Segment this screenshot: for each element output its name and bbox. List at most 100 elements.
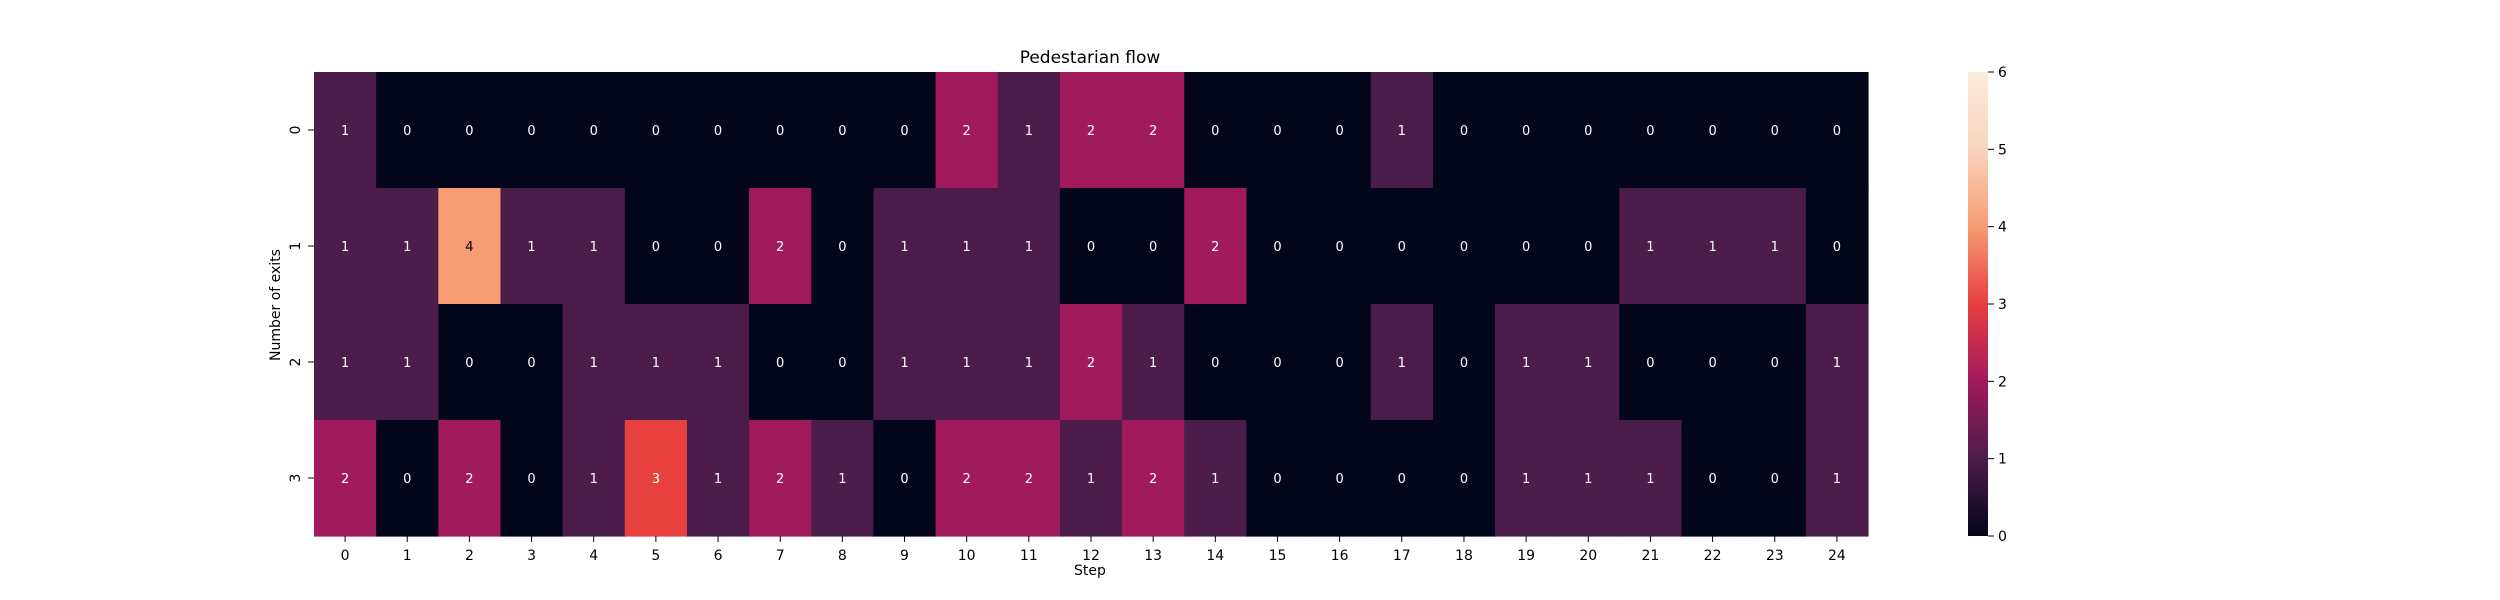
heatmap-cell	[935, 304, 999, 421]
y-axis-label: Number of exits	[268, 249, 284, 361]
cell-value: 0	[1335, 356, 1343, 371]
heatmap-cell	[562, 420, 626, 537]
heatmap-cell	[873, 304, 937, 421]
cell-annotations: 1 0 0 0 0 0 0 0 0 0 2 1 2 2 0 0 0 1 0 0 0 0 0 0 0 1 1 4 1 1 0 0 2 0 1 1 1 0 0 2…	[341, 124, 1841, 487]
cell-value: 1	[1771, 240, 1779, 255]
cell-value: 1	[1087, 472, 1095, 487]
colorbar-tick-label: 4	[1998, 220, 2007, 236]
heatmap-cell	[1308, 72, 1372, 189]
heatmap-cell	[624, 304, 688, 421]
cell-value: 0	[465, 356, 473, 371]
heatmap-cell	[624, 188, 688, 305]
y-axis: 0 1 2 3	[288, 126, 314, 482]
heatmap-cell	[1184, 304, 1247, 421]
cell-value: 1	[714, 472, 722, 487]
heatmap-cell	[749, 304, 812, 421]
cell-value: 0	[1522, 124, 1530, 139]
heatmap-cell	[1681, 304, 1745, 421]
x-tick-label: 0	[341, 548, 350, 564]
x-tick-label: 11	[1020, 548, 1038, 564]
cell-value: 0	[1771, 124, 1779, 139]
cell-value: 0	[1273, 240, 1281, 255]
cell-value: 1	[963, 356, 971, 371]
heatmap-cell	[1557, 304, 1620, 421]
cell-value: 0	[1398, 472, 1406, 487]
heatmap-cell	[686, 72, 750, 189]
heatmap-cell	[1059, 304, 1123, 421]
heatmap-cell	[500, 188, 564, 305]
heatmap-cell	[562, 304, 626, 421]
cell-value: 0	[1584, 124, 1592, 139]
x-tick-label: 10	[958, 548, 976, 564]
cell-value: 0	[527, 124, 535, 139]
cell-value: 2	[776, 472, 784, 487]
cell-value: 0	[403, 472, 411, 487]
heatmap-cell	[686, 420, 750, 537]
heatmap-cell	[438, 188, 502, 305]
cell-value: 1	[838, 472, 846, 487]
colorbar-tick-label: 3	[1998, 297, 2007, 313]
cell-value: 0	[652, 124, 660, 139]
cell-value: 0	[1708, 124, 1716, 139]
heatmap-cell	[1619, 188, 1683, 305]
cell-value: 1	[1025, 124, 1033, 139]
cell-value: 0	[1273, 356, 1281, 371]
cell-value: 0	[714, 124, 722, 139]
heatmap-cell	[935, 72, 999, 189]
x-tick-label: 12	[1082, 548, 1100, 564]
heatmap-cell	[1059, 188, 1123, 305]
cell-value: 0	[1771, 472, 1779, 487]
heatmap-cell	[1557, 188, 1620, 305]
cell-value: 1	[527, 240, 535, 255]
heatmap-cell	[935, 420, 999, 537]
cell-value: 1	[590, 240, 598, 255]
y-tick-label: 2	[288, 358, 304, 367]
cell-value: 0	[776, 124, 784, 139]
x-tick-label: 13	[1144, 548, 1162, 564]
heatmap-cell	[562, 72, 626, 189]
cell-value: 1	[1025, 356, 1033, 371]
colorbar-tick-label: 5	[1998, 142, 2007, 158]
heatmap-cell	[1557, 420, 1620, 537]
cell-value: 0	[838, 356, 846, 371]
x-tick-label: 21	[1642, 548, 1660, 564]
cell-value: 0	[652, 240, 660, 255]
heatmap-cell	[314, 304, 377, 421]
cell-value: 1	[341, 124, 349, 139]
heatmap-cell	[1743, 188, 1807, 305]
colorbar-ticks: 0 1 2 3 4 5 6	[1988, 65, 2007, 545]
x-tick-label: 17	[1393, 548, 1411, 564]
heatmap-cell	[1805, 188, 1869, 305]
heatmap-cell	[997, 72, 1061, 189]
x-tick-label: 4	[589, 548, 598, 564]
heatmap-cell	[624, 420, 688, 537]
heatmap-cell	[1495, 420, 1558, 537]
heatmap-cell	[1743, 304, 1807, 421]
cell-value: 2	[776, 240, 784, 255]
cell-value: 0	[1398, 240, 1406, 255]
heatmap-cell	[500, 72, 564, 189]
heatmap-cell	[1059, 420, 1123, 537]
cell-value: 0	[1087, 240, 1095, 255]
heatmap-cell	[1184, 188, 1247, 305]
x-tick-label: 9	[900, 548, 909, 564]
y-tick-label: 1	[288, 242, 304, 251]
heatmap-cell	[811, 72, 875, 189]
cell-value: 0	[1646, 124, 1654, 139]
x-tick-label: 16	[1331, 548, 1349, 564]
cell-value: 2	[1087, 356, 1095, 371]
cell-value: 1	[1025, 240, 1033, 255]
cell-value: 0	[1460, 472, 1468, 487]
cell-value: 1	[590, 356, 598, 371]
heatmap-cell	[562, 188, 626, 305]
cell-value: 0	[1708, 356, 1716, 371]
cell-value: 0	[527, 472, 535, 487]
heatmap-cell	[873, 72, 937, 189]
x-tick-label: 8	[838, 548, 847, 564]
heatmap-cell	[1308, 304, 1372, 421]
cell-value: 1	[403, 356, 411, 371]
heatmap-cell	[1370, 420, 1434, 537]
heatmap-cells	[314, 72, 1869, 537]
heatmap-cell	[997, 304, 1061, 421]
heatmap-cell	[1122, 72, 1185, 189]
